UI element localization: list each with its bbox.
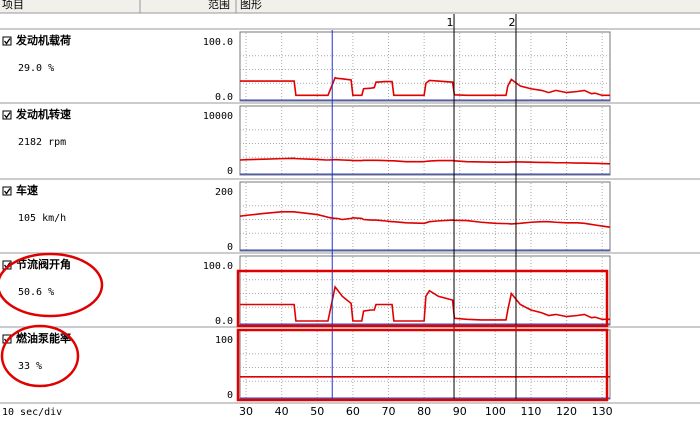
range-label: 10000	[203, 111, 233, 122]
channel-reading: 33 %	[18, 361, 42, 372]
x-tick-label: 120	[556, 405, 577, 418]
channel-reading: 29.0 %	[18, 63, 54, 74]
checkmark	[3, 112, 11, 119]
signal-line	[239, 157, 611, 165]
range-label: 0.0	[215, 92, 233, 103]
graph-area	[239, 329, 611, 400]
x-tick-label: 100	[485, 405, 506, 418]
channel-name: 燃油泵能率	[15, 331, 71, 345]
channel-reading: 50.6 %	[18, 287, 54, 298]
checkbox	[2, 36, 12, 46]
channel-name: 节流阀开角	[16, 257, 71, 271]
graph-area	[239, 181, 611, 252]
x-tick-label: 130	[592, 405, 613, 418]
checkbox	[2, 110, 12, 120]
x-tick-label: 40	[275, 405, 289, 418]
x-tick-label: 30	[239, 405, 253, 418]
checkbox	[2, 186, 12, 196]
range-label: 100	[215, 335, 233, 346]
channel-name: 发动机转速	[15, 107, 71, 121]
range-label: 0	[227, 390, 233, 401]
annotation-circle	[0, 324, 80, 388]
checkmark	[3, 188, 11, 195]
x-tick-label: 80	[417, 405, 431, 418]
range-label: 100.0	[203, 261, 233, 272]
cursor-label: 2	[508, 16, 515, 29]
graph-area	[239, 105, 611, 176]
cursor-label: 1	[447, 16, 454, 29]
checkmark	[3, 38, 11, 45]
channel-reading: 105 km/h	[18, 213, 66, 224]
x-tick-label: 70	[381, 405, 395, 418]
annotations	[0, 252, 609, 402]
range-label: 100.0	[203, 37, 233, 48]
annotation-circle	[0, 252, 104, 318]
signal-line	[239, 211, 611, 228]
header-item: 项目	[2, 0, 24, 11]
header-graph: 图形	[240, 0, 262, 11]
header-bar	[0, 0, 700, 13]
signal-line	[240, 285, 610, 322]
annotation-box	[236, 328, 609, 402]
channel-name: 车速	[16, 183, 38, 197]
x-tick-label: 60	[346, 405, 360, 418]
signal-line	[240, 76, 610, 97]
x-tick-label: 50	[310, 405, 324, 418]
range-label: 200	[215, 187, 233, 198]
annotation-box	[236, 269, 609, 328]
channel-name: 发动机载荷	[15, 33, 71, 47]
x-tick-label: 110	[520, 405, 541, 418]
range-label: 0	[227, 166, 233, 177]
header-range: 范围	[208, 0, 230, 11]
x-tick-label: 90	[453, 405, 467, 418]
range-label: 0	[227, 242, 233, 253]
range-label: 0.0	[215, 316, 233, 327]
channel-reading: 2182 rpm	[18, 137, 66, 148]
time-scale: 10 sec/div	[2, 407, 62, 418]
